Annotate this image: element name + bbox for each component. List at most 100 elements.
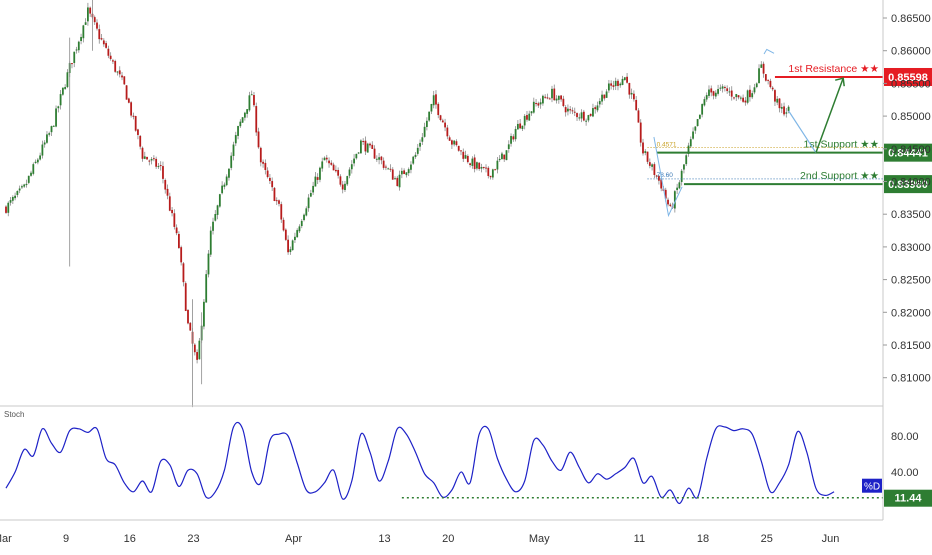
candle-bull [300,220,303,227]
candle-bear [148,160,151,162]
candle-bear [569,109,572,111]
time-tick-label: May [529,533,550,545]
candle-bull [312,185,315,193]
candle-bear [448,137,451,141]
candle-bear [457,145,460,151]
candle-bear [389,168,392,170]
candle-bear [712,91,715,96]
candle-bull [43,142,46,145]
candle-bear [107,48,110,56]
candle-bear [369,143,371,146]
candle-bull [498,158,501,161]
candle-bull [607,83,610,91]
candle-bull [717,89,719,94]
candle-bear [134,116,137,131]
candle-bull [760,64,763,68]
candle-bear [655,175,658,177]
candle-bull [719,87,722,89]
candle-bear [769,80,772,88]
candle-bear [127,98,130,103]
candle-bull [539,102,542,105]
candle-bear [121,75,123,78]
candle-bear [783,106,785,115]
candle-bear [648,162,651,166]
price-tick-label: 0.85500 [891,78,931,90]
candle-bear [102,40,105,45]
candle-bull [423,126,426,137]
candle-bear [273,187,276,202]
candle-bull [605,91,608,98]
candle-bear [278,200,280,204]
candle-bear [774,90,776,102]
candle-bull [66,72,69,88]
candle-bull [18,188,21,191]
candle-bull [505,150,508,161]
candle-bear [391,169,394,180]
swing-marker [653,136,683,218]
price-tick-label: 0.82000 [891,307,931,319]
candle-bear [485,167,487,169]
candle-bull [680,170,683,182]
time-tick-label: 18 [697,533,709,545]
candle-bear [253,95,255,106]
fib-label: 78.60 [657,172,674,179]
price-level-badge [884,143,932,162]
candle-bull [357,152,360,154]
candle-bull [644,151,647,153]
candle-bull [52,125,55,127]
candle-bear [262,161,264,164]
candle-bull [678,182,681,189]
candle-bull [567,108,569,112]
candle-bear [152,158,155,160]
candle-bull [375,158,378,160]
level-label: 1st Resistance ★★ [788,63,879,75]
candle-bull [514,129,517,140]
candle-bull [464,155,467,159]
time-tick-label: Mar [0,533,12,545]
candle-bear [175,227,178,234]
candle-bear [658,175,660,181]
candle-bull [36,159,39,163]
stoch-value-badge [884,489,932,507]
projection-down-leg [788,110,817,154]
candle-bull [755,83,758,88]
candle-bear [535,103,537,105]
candle-bull [225,176,228,186]
candle-bear [171,209,173,214]
candle-bull [651,164,653,167]
candle-bear [112,60,114,62]
candle-bear [576,113,578,118]
candle-bull [507,144,510,150]
candle-bear [287,239,289,253]
price-tick-label: 0.84000 [891,177,931,189]
candle-bull [705,95,708,100]
candle-bear [334,169,337,172]
candle-bull [412,156,415,164]
level-lines: 1st Resistance ★★ 0.85598 1st Support ★★ 0.… [647,63,932,194]
candle-bear [371,144,374,149]
time-tick-label: 13 [378,533,390,545]
candle-bear [444,122,446,128]
candle-bull [694,126,697,131]
candle-bear [767,79,770,81]
candle-bull [687,145,690,154]
candle-bull [692,131,694,139]
candle-bear [635,99,638,111]
candle-bull [14,195,16,199]
candle-bear [639,122,642,143]
candle-bull [430,103,433,112]
candle-bear [660,179,663,189]
price-tick-label: 0.84500 [891,144,931,156]
candle-bear [724,86,726,88]
candle-bull [419,142,421,147]
price-level-badge [884,67,932,86]
candle-bull [432,95,435,106]
price-tick-label: 0.85000 [891,111,931,123]
candle-bull [39,155,42,160]
candle-bull [587,115,590,121]
candle-bear [435,94,437,105]
level-label: 1st Support ★★ [804,139,879,151]
candle-bear [114,60,117,72]
candle-bull [350,164,353,170]
